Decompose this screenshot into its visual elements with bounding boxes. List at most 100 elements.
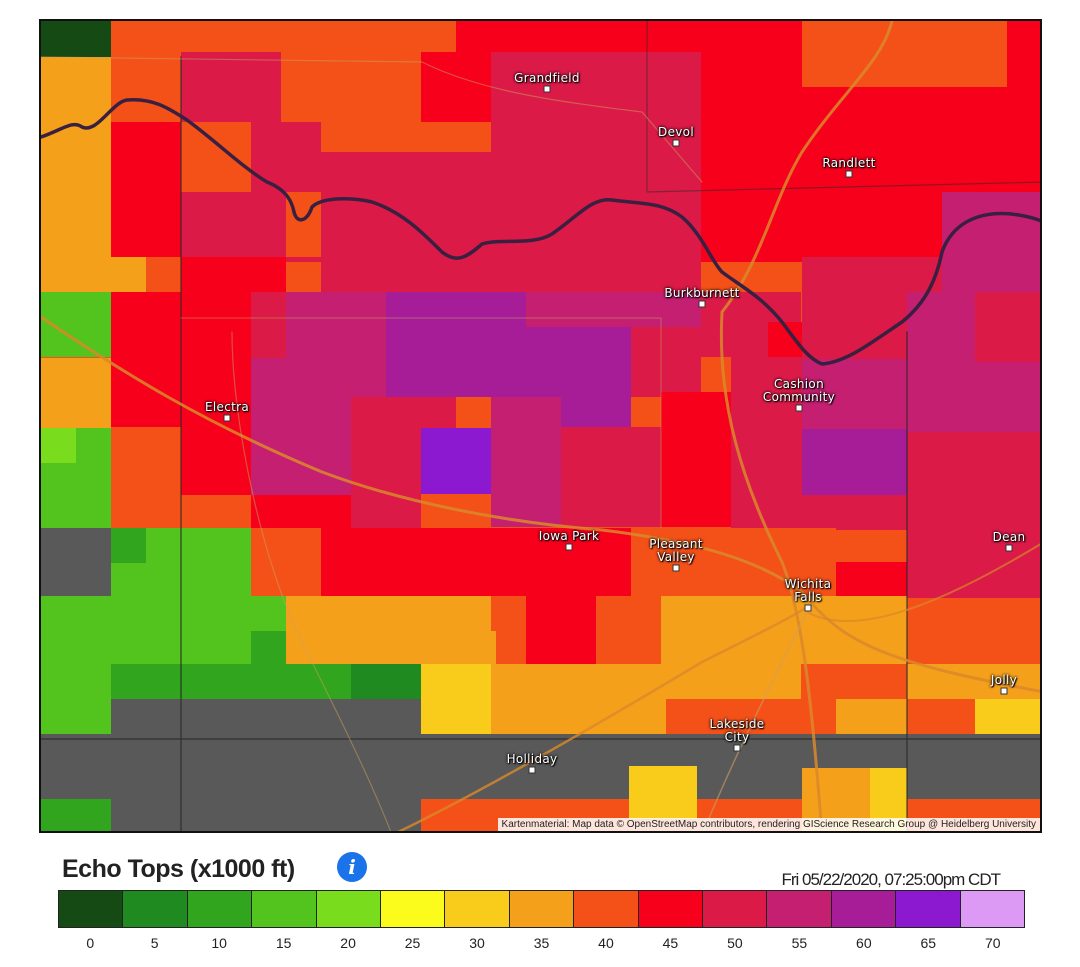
color-scale-bar bbox=[58, 890, 1025, 928]
city-name-line: Holliday bbox=[506, 752, 558, 766]
city-name-line: Falls bbox=[794, 590, 822, 604]
radar-overlay bbox=[41, 21, 1040, 831]
echo-cell bbox=[907, 432, 1040, 598]
echo-cell bbox=[111, 57, 181, 122]
road bbox=[231, 331, 392, 831]
echo-cell bbox=[491, 596, 526, 631]
echo-cell bbox=[41, 57, 111, 292]
echo-cell bbox=[802, 359, 907, 429]
scale-swatch-50 bbox=[703, 891, 768, 927]
scale-swatch-65 bbox=[896, 891, 961, 927]
scale-swatch-40 bbox=[574, 891, 639, 927]
city-label: Wichita Falls bbox=[785, 578, 832, 604]
scale-label-60: 60 bbox=[856, 935, 872, 951]
city-name-line: City bbox=[724, 730, 750, 744]
info-icon[interactable]: i bbox=[337, 852, 367, 882]
city-name-line: Devol bbox=[658, 125, 694, 139]
echo-cell bbox=[975, 292, 1040, 362]
echo-cell bbox=[1007, 21, 1040, 87]
city-marker bbox=[804, 604, 812, 612]
city-marker bbox=[733, 744, 741, 752]
city-name-line: Wichita bbox=[784, 577, 832, 591]
echo-cell bbox=[41, 358, 111, 428]
city-label: Lakeside City bbox=[710, 718, 765, 744]
echo-cell bbox=[836, 699, 907, 734]
echo-cell bbox=[251, 631, 286, 666]
city-label: Grandfield bbox=[514, 72, 580, 85]
echo-cell bbox=[41, 528, 111, 596]
scale-label-0: 0 bbox=[86, 935, 95, 951]
city-label: Electra bbox=[205, 401, 249, 414]
echo-cell bbox=[181, 495, 251, 530]
echo-cell bbox=[561, 427, 661, 527]
echo-cell bbox=[802, 429, 907, 495]
red-river bbox=[41, 97, 1040, 366]
city-label: Pleasant Valley bbox=[649, 538, 703, 564]
county-line bbox=[180, 317, 662, 529]
echo-cell bbox=[146, 528, 251, 596]
echo-cell bbox=[596, 596, 666, 631]
map-attribution: Kartenmaterial: Map data © OpenStreetMap… bbox=[497, 818, 1040, 831]
city-name-line: Pleasant bbox=[649, 537, 703, 551]
echo-cell bbox=[181, 362, 251, 497]
city-name-line: Randlett bbox=[822, 156, 876, 170]
legend-title: Echo Tops (x1000 ft) bbox=[62, 855, 295, 883]
scale-swatch-5 bbox=[123, 891, 188, 927]
city-name-line: Dean bbox=[992, 530, 1026, 544]
city-marker bbox=[528, 766, 536, 774]
scale-label-30: 30 bbox=[469, 935, 485, 951]
road bbox=[702, 611, 808, 831]
scale-swatch-15 bbox=[252, 891, 317, 927]
echo-cell bbox=[631, 327, 701, 397]
county-line bbox=[646, 21, 1040, 193]
echo-cell bbox=[286, 292, 386, 362]
radar-map[interactable]: Grandfield Devol Randlett Burkburnett Cashio… bbox=[39, 19, 1042, 833]
echo-cell bbox=[41, 21, 111, 57]
road bbox=[41, 56, 703, 183]
timestamp: Fri 05/22/2020, 07:25:00pm CDT bbox=[781, 870, 1001, 889]
scale-swatch-55 bbox=[767, 891, 832, 927]
echo-cell bbox=[41, 799, 111, 831]
echo-cell bbox=[802, 87, 1040, 192]
scale-swatch-35 bbox=[509, 891, 575, 927]
scale-label-70: 70 bbox=[984, 935, 1001, 951]
echo-cell bbox=[491, 664, 801, 699]
city-label: Devol bbox=[658, 126, 694, 139]
scale-label-10: 10 bbox=[211, 935, 227, 951]
echo-cell bbox=[975, 362, 1040, 432]
city-marker bbox=[565, 543, 573, 551]
scale-label-55: 55 bbox=[791, 935, 808, 951]
scale-label-50: 50 bbox=[727, 935, 743, 951]
echo-cell bbox=[111, 664, 356, 699]
echo-cell bbox=[111, 528, 146, 563]
echo-cell bbox=[701, 52, 802, 262]
city-marker bbox=[223, 414, 231, 422]
city-label: Randlett bbox=[822, 157, 875, 170]
echo-cell bbox=[661, 596, 907, 664]
echo-cell bbox=[321, 152, 701, 292]
city-label: Jolly bbox=[991, 674, 1017, 687]
highway bbox=[397, 605, 809, 831]
echo-cell bbox=[251, 292, 286, 362]
echo-cell bbox=[351, 428, 421, 528]
echo-cell bbox=[251, 122, 321, 192]
echo-cell bbox=[491, 699, 666, 734]
echo-cell bbox=[286, 596, 496, 664]
scale-label-15: 15 bbox=[275, 935, 292, 951]
echo-cell bbox=[526, 292, 701, 327]
scale-label-45: 45 bbox=[662, 935, 679, 951]
echo-cell bbox=[146, 257, 181, 292]
scale-swatch-25 bbox=[381, 891, 446, 927]
city-marker bbox=[672, 139, 680, 147]
city-label: Iowa Park bbox=[539, 530, 600, 543]
city-label: Holliday bbox=[507, 753, 558, 766]
echo-cell bbox=[181, 257, 286, 292]
city-name-line: Lakeside bbox=[709, 717, 765, 731]
city-name-line: Valley bbox=[657, 550, 695, 564]
echo-cell bbox=[41, 428, 76, 463]
scale-label-25: 25 bbox=[404, 935, 421, 951]
scale-swatch-45 bbox=[638, 891, 704, 927]
echo-cell bbox=[421, 52, 491, 122]
echo-cell bbox=[351, 664, 421, 699]
scale-swatch-30 bbox=[445, 891, 510, 927]
